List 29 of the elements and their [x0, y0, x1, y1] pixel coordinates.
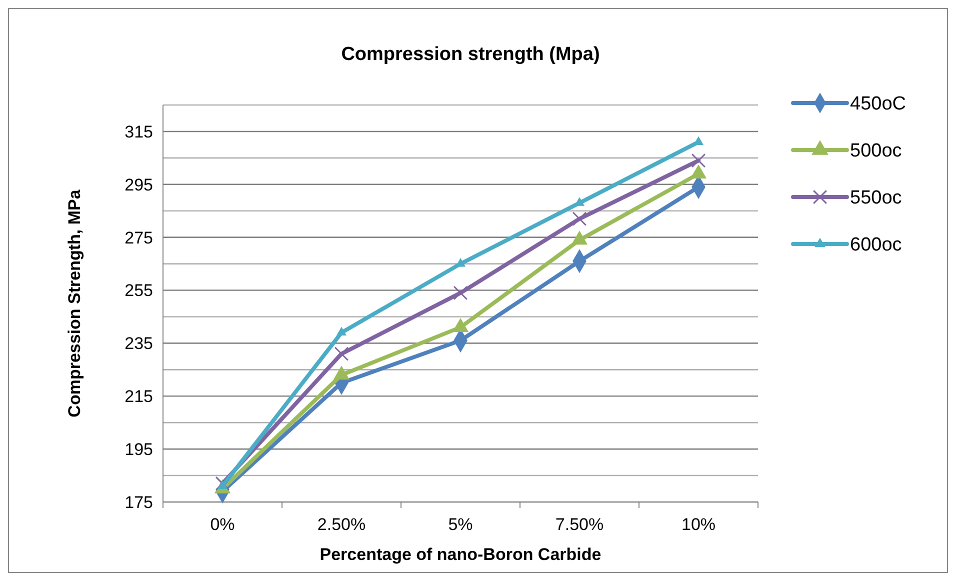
- y-tick-label: 195: [124, 440, 153, 460]
- y-tick-label: 175: [124, 492, 153, 512]
- point: [572, 231, 588, 245]
- x-tick-label: 5%: [448, 515, 473, 534]
- y-tick-label: 255: [124, 281, 153, 300]
- x-tick-label: 7.50%: [555, 515, 604, 534]
- y-tick-label: 295: [124, 175, 153, 194]
- point: [453, 286, 468, 300]
- y-axis-title: Compression Strength, MPa: [65, 189, 84, 418]
- y-tick-label: 235: [124, 334, 153, 354]
- x-tick-label: 0%: [210, 515, 235, 534]
- chart-title: Compression strength (Mpa): [341, 44, 600, 65]
- y-tick-label: 315: [124, 122, 153, 142]
- x-tick-label: 2.50%: [317, 515, 366, 534]
- point: [690, 164, 706, 178]
- point: [691, 153, 706, 168]
- legend-label: 450oC: [850, 94, 906, 115]
- y-tick-label: 215: [124, 387, 153, 406]
- point: [334, 346, 349, 361]
- x-axis-title: Percentage of nano-Boron Carbide: [320, 545, 602, 564]
- point: [334, 366, 350, 380]
- y-tick-label: 275: [124, 228, 153, 248]
- point: [336, 327, 346, 336]
- legend-label: 500oc: [850, 140, 902, 162]
- legend-label: 550oc: [850, 188, 902, 209]
- legend-label: 600oc: [850, 234, 902, 256]
- point: [572, 212, 587, 226]
- point: [456, 258, 466, 267]
- x-tick-label: 10%: [681, 515, 716, 534]
